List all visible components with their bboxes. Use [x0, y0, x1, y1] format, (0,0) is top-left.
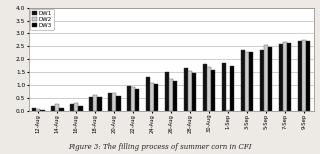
Bar	[40, 110, 44, 111]
Bar	[207, 67, 211, 111]
Bar	[74, 103, 78, 111]
Bar	[260, 50, 264, 111]
Bar	[245, 52, 249, 111]
Bar	[51, 106, 55, 111]
Bar	[211, 70, 215, 111]
Bar	[298, 41, 302, 111]
Bar	[93, 95, 97, 111]
Bar	[89, 97, 93, 111]
Text: Figure 3: The filling process of summer corn in CFI: Figure 3: The filling process of summer …	[68, 143, 252, 151]
Bar	[70, 104, 74, 111]
Bar	[78, 106, 83, 111]
Legend: DW1, DW2, DW3: DW1, DW2, DW3	[30, 9, 54, 30]
Bar	[241, 50, 245, 111]
Bar	[127, 86, 131, 111]
Bar	[150, 83, 154, 111]
Bar	[184, 68, 188, 111]
Bar	[249, 52, 253, 111]
Bar	[169, 79, 173, 111]
Bar	[32, 108, 36, 111]
Bar	[302, 40, 306, 111]
Bar	[230, 66, 235, 111]
Bar	[226, 110, 230, 111]
Bar	[165, 72, 169, 111]
Bar	[146, 77, 150, 111]
Bar	[279, 44, 283, 111]
Bar	[287, 43, 292, 111]
Bar	[192, 73, 196, 111]
Bar	[264, 45, 268, 111]
Bar	[131, 87, 135, 111]
Bar	[108, 93, 112, 111]
Bar	[268, 47, 272, 111]
Bar	[36, 109, 40, 111]
Bar	[203, 64, 207, 111]
Bar	[222, 63, 226, 111]
Bar	[116, 96, 121, 111]
Bar	[283, 42, 287, 111]
Bar	[173, 81, 178, 111]
Bar	[60, 108, 64, 111]
Bar	[112, 93, 116, 111]
Bar	[306, 41, 310, 111]
Bar	[188, 71, 192, 111]
Bar	[154, 84, 158, 111]
Bar	[97, 97, 101, 111]
Bar	[55, 104, 60, 111]
Bar	[135, 89, 140, 111]
